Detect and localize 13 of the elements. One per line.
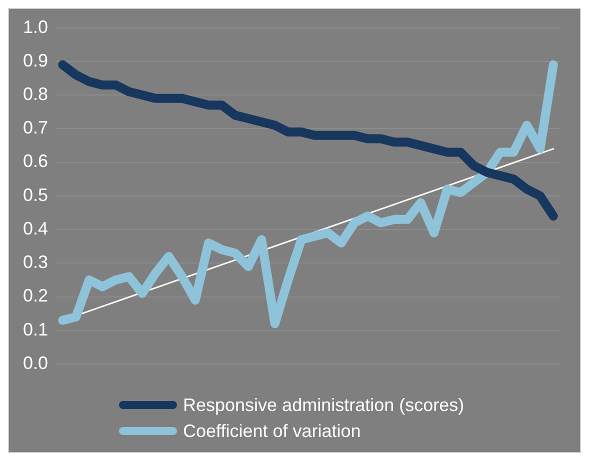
y-tick-label: 0.0 [22, 352, 48, 373]
y-tick-label: 0.7 [22, 118, 48, 138]
y-tick-label: 0.2 [22, 286, 48, 306]
legend-label: Coefficient of variation [183, 420, 361, 442]
y-tick-label: 0.8 [22, 84, 48, 104]
y-tick-label: 0.9 [22, 50, 48, 70]
legend-label: Responsive administration (scores) [183, 394, 464, 416]
y-tick-label: 0.3 [22, 252, 48, 272]
y-tick-label: 0.1 [22, 319, 48, 340]
y-tick-label: 1.0 [22, 16, 48, 37]
y-tick-label: 0.6 [22, 151, 48, 172]
y-tick-label: 0.5 [22, 184, 48, 205]
y-tick-label: 0.4 [22, 218, 48, 238]
